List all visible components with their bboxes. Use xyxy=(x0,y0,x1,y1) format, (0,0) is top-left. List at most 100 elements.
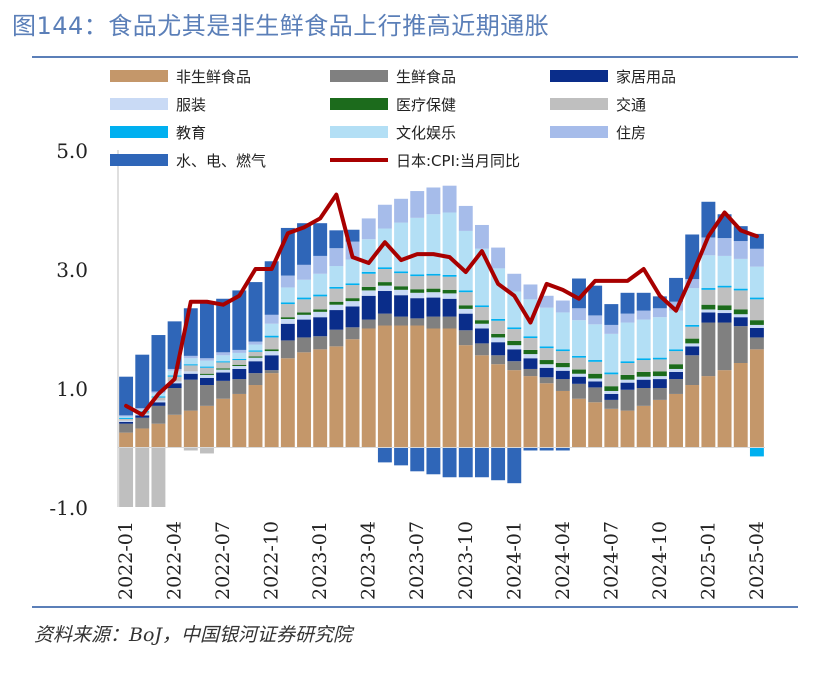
bar-education-2024-03 xyxy=(539,346,554,349)
bar-culture-2022-07 xyxy=(216,355,231,362)
bar-fresh_excl-2023-04 xyxy=(361,328,376,448)
bar-education-2025-04 xyxy=(749,297,764,300)
source-note: 资料来源：BoJ，中国银河证券研究院 xyxy=(34,624,353,646)
bar-medical-2022-10 xyxy=(264,349,279,352)
bar-clothing-2022-04 xyxy=(167,381,182,384)
bar-fresh-2022-11 xyxy=(280,340,295,359)
bar-education-2023-03 xyxy=(345,283,360,286)
bar-fresh_excl-2024-11 xyxy=(669,393,683,448)
bar-neg-utilities-2023-10 xyxy=(458,447,473,478)
legend-swatch-medical xyxy=(330,98,388,110)
bar-fresh_excl-2022-01 xyxy=(119,432,134,448)
bar-education-2025-03 xyxy=(733,288,748,291)
bar-culture-2023-05 xyxy=(377,228,392,268)
bar-household-2025-01 xyxy=(701,312,716,323)
bar-household-2022-10 xyxy=(264,355,279,371)
x-tick-label: 2025-04 xyxy=(746,521,768,600)
legend-label-clothing: 服装 xyxy=(176,96,206,114)
bar-fresh_excl-2025-02 xyxy=(717,370,732,448)
bar-neg-utilities-2023-08 xyxy=(426,447,441,475)
bar-fresh-2022-01 xyxy=(119,423,134,433)
bar-transport-2023-09 xyxy=(442,276,457,290)
bar-education-2023-02 xyxy=(329,286,344,289)
bar-fresh_excl-2025-04 xyxy=(749,349,764,448)
bar-clothing-2025-02 xyxy=(717,310,732,314)
bar-housing-2024-02 xyxy=(523,284,538,300)
bar-medical-2023-05 xyxy=(377,282,392,286)
bar-clothing-2024-05 xyxy=(572,373,586,377)
bar-medical-2025-02 xyxy=(717,305,732,311)
x-tick-label: 2022-10 xyxy=(261,521,283,600)
bar-housing-2022-02 xyxy=(135,408,150,410)
bar-culture-2023-06 xyxy=(394,222,409,272)
bar-housing-2022-05 xyxy=(183,355,198,359)
bar-education-2023-04 xyxy=(361,271,376,274)
bar-household-2023-05 xyxy=(377,291,392,314)
bar-clothing-2024-06 xyxy=(588,378,603,382)
bar-housing-2023-04 xyxy=(361,218,376,240)
bar-housing-2024-07 xyxy=(604,324,619,334)
bar-transport-2022-07 xyxy=(216,362,231,369)
bar-transport-2024-04 xyxy=(555,351,570,364)
bar-transport-2022-06 xyxy=(200,367,214,374)
bar-fresh-2024-07 xyxy=(604,399,619,409)
bar-transport-2022-09 xyxy=(248,351,263,357)
x-tick-label: 2022-01 xyxy=(115,521,137,600)
bar-household-2024-09 xyxy=(636,379,651,388)
bar-fresh-2023-03 xyxy=(345,327,360,340)
bar-medical-2023-09 xyxy=(442,289,457,294)
bar-household-2022-06 xyxy=(200,377,214,386)
bar-culture-2024-05 xyxy=(572,320,586,356)
bar-culture-2024-10 xyxy=(652,317,667,358)
bar-culture-2023-02 xyxy=(329,266,344,287)
bar-medical-2022-07 xyxy=(216,368,231,370)
bar-fresh_excl-2022-11 xyxy=(280,358,295,448)
bar-clothing-2022-10 xyxy=(264,351,279,356)
bar-household-2024-04 xyxy=(555,370,570,380)
bar-neg-transport-2022-05 xyxy=(183,447,198,451)
bar-education-2022-10 xyxy=(264,335,279,338)
bar-fresh-2022-09 xyxy=(248,373,263,386)
bar-clothing-2025-03 xyxy=(733,314,748,318)
bar-household-2022-07 xyxy=(216,372,231,381)
bar-neg-utilities-2023-12 xyxy=(491,447,506,481)
bar-fresh-2022-04 xyxy=(167,388,182,415)
x-tick-label: 2022-04 xyxy=(164,521,186,600)
bar-household-2023-06 xyxy=(394,295,409,317)
bar-fresh-2022-12 xyxy=(297,337,311,353)
bar-fresh_excl-2023-11 xyxy=(474,355,489,448)
legend-label-fresh_excl: 非生鲜食品 xyxy=(176,68,251,86)
bar-fresh-2022-05 xyxy=(183,379,198,411)
bar-fresh_excl-2022-03 xyxy=(151,423,166,448)
bar-household-2024-05 xyxy=(572,376,586,384)
bar-fresh_excl-2024-09 xyxy=(636,405,651,448)
x-tick-label: 2022-07 xyxy=(212,521,234,600)
bar-fresh-2023-05 xyxy=(377,313,392,326)
bar-fresh-2025-02 xyxy=(717,322,732,371)
bar-fresh-2022-07 xyxy=(216,380,231,399)
bar-utilities-2022-02 xyxy=(135,354,150,409)
bar-transport-2022-08 xyxy=(232,360,247,365)
bar-fresh_excl-2022-07 xyxy=(216,398,231,448)
bar-medical-2024-01 xyxy=(507,341,522,346)
bar-education-2023-01 xyxy=(313,294,328,297)
bar-clothing-2024-03 xyxy=(539,364,554,368)
bar-fresh-2024-12 xyxy=(685,355,700,386)
bar-fresh-2024-05 xyxy=(572,383,586,399)
bar-utilities-2022-03 xyxy=(151,335,166,392)
bar-education-2025-02 xyxy=(717,285,732,288)
bar-utilities-2024-07 xyxy=(604,304,619,325)
bar-utilities-2022-09 xyxy=(248,282,263,342)
bar-medical-2023-08 xyxy=(426,288,441,293)
bar-clothing-2024-10 xyxy=(652,376,667,380)
legend-label-education: 教育 xyxy=(176,124,206,142)
bar-household-2025-04 xyxy=(749,327,764,338)
bar-clothing-2023-08 xyxy=(426,292,441,298)
x-tick-label: 2023-10 xyxy=(455,521,477,600)
bar-clothing-2022-07 xyxy=(216,369,231,373)
bar-transport-2023-02 xyxy=(329,288,344,302)
bar-transport-2022-12 xyxy=(297,299,311,313)
bar-household-2024-03 xyxy=(539,367,554,378)
bar-fresh-2025-01 xyxy=(701,322,716,377)
bar-culture-2024-12 xyxy=(685,288,700,325)
